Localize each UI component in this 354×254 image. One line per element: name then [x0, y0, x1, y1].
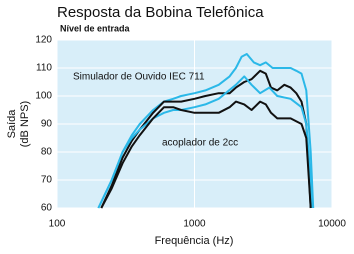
y-tick-label: 120 [35, 35, 52, 46]
y-tick-label: 110 [36, 63, 52, 74]
line-series [100, 100, 312, 209]
y-axis-label: Saída [6, 109, 18, 139]
x-tick-label: 10000 [318, 219, 346, 230]
x-tick-label: 1000 [183, 219, 206, 230]
line-series [97, 75, 314, 209]
y-tick-label: 90 [41, 119, 53, 130]
x-tick-label: 100 [49, 219, 66, 230]
chart-subtitle: Nível de entrada [60, 23, 131, 33]
y-tick-label: 80 [41, 147, 53, 158]
chart-title: Resposta da Bobina Telefônica [57, 4, 264, 21]
y-axis-label: (dB NPS) [19, 101, 31, 147]
y-tick-label: 70 [41, 175, 53, 186]
annotation: Simulador de Ouvido IEC 711 [73, 72, 205, 83]
line-series [97, 53, 315, 209]
y-tick-label: 60 [41, 203, 53, 214]
y-tick-label: 100 [35, 91, 52, 102]
x-axis-label: Frequência (Hz) [155, 235, 234, 247]
annotation: acoplador de 2cc [162, 138, 238, 149]
